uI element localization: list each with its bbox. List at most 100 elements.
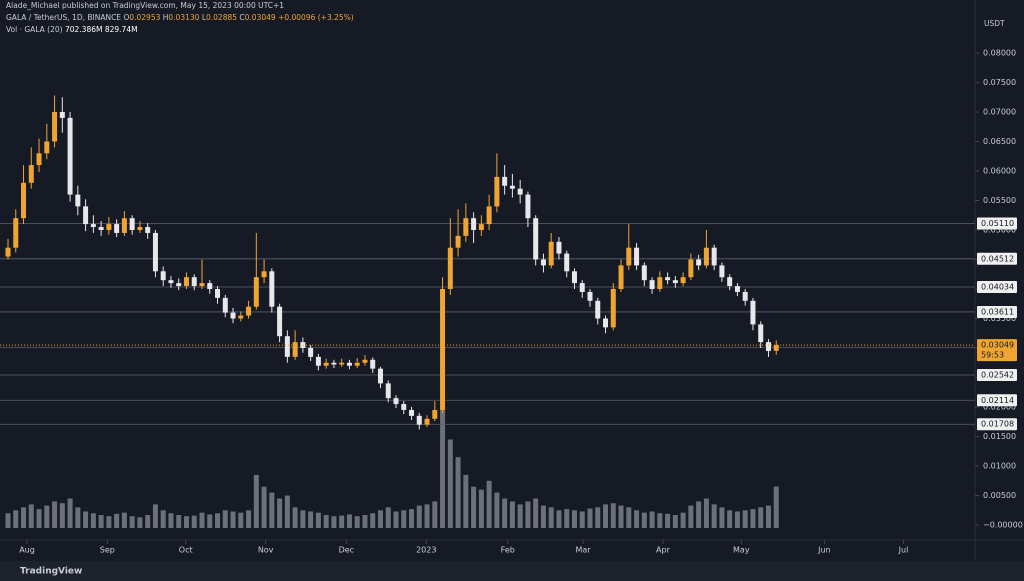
volume-bar <box>603 504 609 528</box>
volume-bar <box>525 501 531 528</box>
candle-body <box>618 265 624 289</box>
candle-body <box>533 218 539 260</box>
volume-bar <box>215 513 221 528</box>
volume-bar <box>230 511 236 528</box>
ohlc-value: 0.02953 <box>129 13 160 22</box>
y-tick-label: 0.03500 <box>983 314 1016 323</box>
candle-body <box>199 283 205 287</box>
volume-bar <box>160 510 166 528</box>
volume-value: 702.386M <box>65 25 103 34</box>
candle-body <box>323 362 329 366</box>
volume-bar <box>52 501 58 528</box>
x-tick-label: Apr <box>656 546 671 555</box>
candle-body <box>121 218 127 233</box>
candle-body <box>680 277 686 284</box>
candle-body <box>207 283 213 289</box>
candle-body <box>742 291 748 301</box>
volume-bar <box>261 486 267 528</box>
x-tick-label: Dec <box>339 546 354 555</box>
volume-bar <box>540 505 546 528</box>
ohlc-label: O <box>123 13 129 22</box>
x-tick-label: 2023 <box>416 546 436 555</box>
volume-bar <box>649 511 655 528</box>
y-tick-label: 0.05500 <box>983 196 1016 205</box>
volume-bar <box>719 507 725 528</box>
currency: USDT <box>984 19 1005 28</box>
volume-bar <box>67 498 73 528</box>
x-tick-label: Oct <box>179 546 193 555</box>
candle-body <box>331 362 337 365</box>
volume-bar <box>121 512 127 528</box>
candle-body <box>540 259 546 266</box>
y-tick-label: 0.01500 <box>983 432 1016 441</box>
volume-bar <box>176 515 182 528</box>
y-tick-label: 0.05000 <box>983 225 1016 234</box>
level-label: 0.02542 <box>981 371 1014 380</box>
y-tick-label: 0.07000 <box>983 107 1016 116</box>
candle-body <box>424 418 430 425</box>
candle-body <box>114 224 120 233</box>
volume-bar <box>246 510 252 528</box>
volume-bar <box>463 474 469 528</box>
candle-body <box>758 324 764 343</box>
candle-body <box>626 247 632 266</box>
volume-bar <box>502 498 508 528</box>
volume-bar <box>533 498 539 528</box>
y-tick-label: 0.01000 <box>983 462 1016 471</box>
volume-bar <box>168 513 174 528</box>
candle-body <box>603 318 609 328</box>
candle-body <box>222 297 228 313</box>
volume-bar <box>13 510 19 528</box>
candle-body <box>176 283 182 287</box>
candle-body <box>509 185 515 189</box>
volume-bar <box>300 510 306 528</box>
volume-bar <box>315 512 321 528</box>
volume-bar <box>75 507 81 528</box>
volume-bar <box>308 511 314 528</box>
volume-bar <box>416 505 422 528</box>
volume-bar <box>455 457 461 528</box>
volume-bar <box>370 513 376 528</box>
candle-body <box>765 342 771 351</box>
volume-bar <box>409 509 415 528</box>
candle-body <box>28 165 34 183</box>
candle-body <box>339 362 345 365</box>
footer-brand: TradingView <box>20 567 82 577</box>
ohlc-value: 0.02885 <box>206 13 237 22</box>
candle-body <box>137 227 143 230</box>
volume-bar <box>284 495 290 528</box>
candle-body <box>440 288 446 410</box>
volume-bar <box>269 492 275 528</box>
x-tick-label: Mar <box>575 546 591 555</box>
candle-body <box>401 404 407 410</box>
volume-bar <box>750 509 756 528</box>
candle-body <box>564 253 570 272</box>
volume-bar <box>354 516 360 528</box>
level-label: 0.04512 <box>981 254 1014 263</box>
level-label-box <box>977 394 1017 407</box>
volume-bar <box>432 501 438 528</box>
x-tick-label: Nov <box>258 546 274 555</box>
volume-bar <box>114 513 120 528</box>
volume-bar <box>183 516 189 528</box>
volume-bar <box>579 511 585 528</box>
volume-legend: Vol · GALA (20) 702.386M 829.74M <box>6 25 138 34</box>
candle-body <box>393 398 399 405</box>
volume-bar <box>377 510 383 528</box>
volume-bar <box>253 474 259 528</box>
candle-body <box>409 409 415 416</box>
candle-body <box>447 247 453 289</box>
candle-body <box>734 286 740 292</box>
candle-body <box>300 342 306 349</box>
volume-bar <box>447 439 453 528</box>
candle-body <box>183 277 189 287</box>
volume-bar <box>711 504 717 528</box>
candle-body <box>416 415 422 425</box>
volume-bar <box>106 516 112 528</box>
volume-bar <box>742 510 748 528</box>
x-tick-label: Feb <box>501 546 515 555</box>
candle-body <box>463 218 469 236</box>
volume-bar <box>362 515 368 528</box>
volume-bar <box>734 511 740 528</box>
